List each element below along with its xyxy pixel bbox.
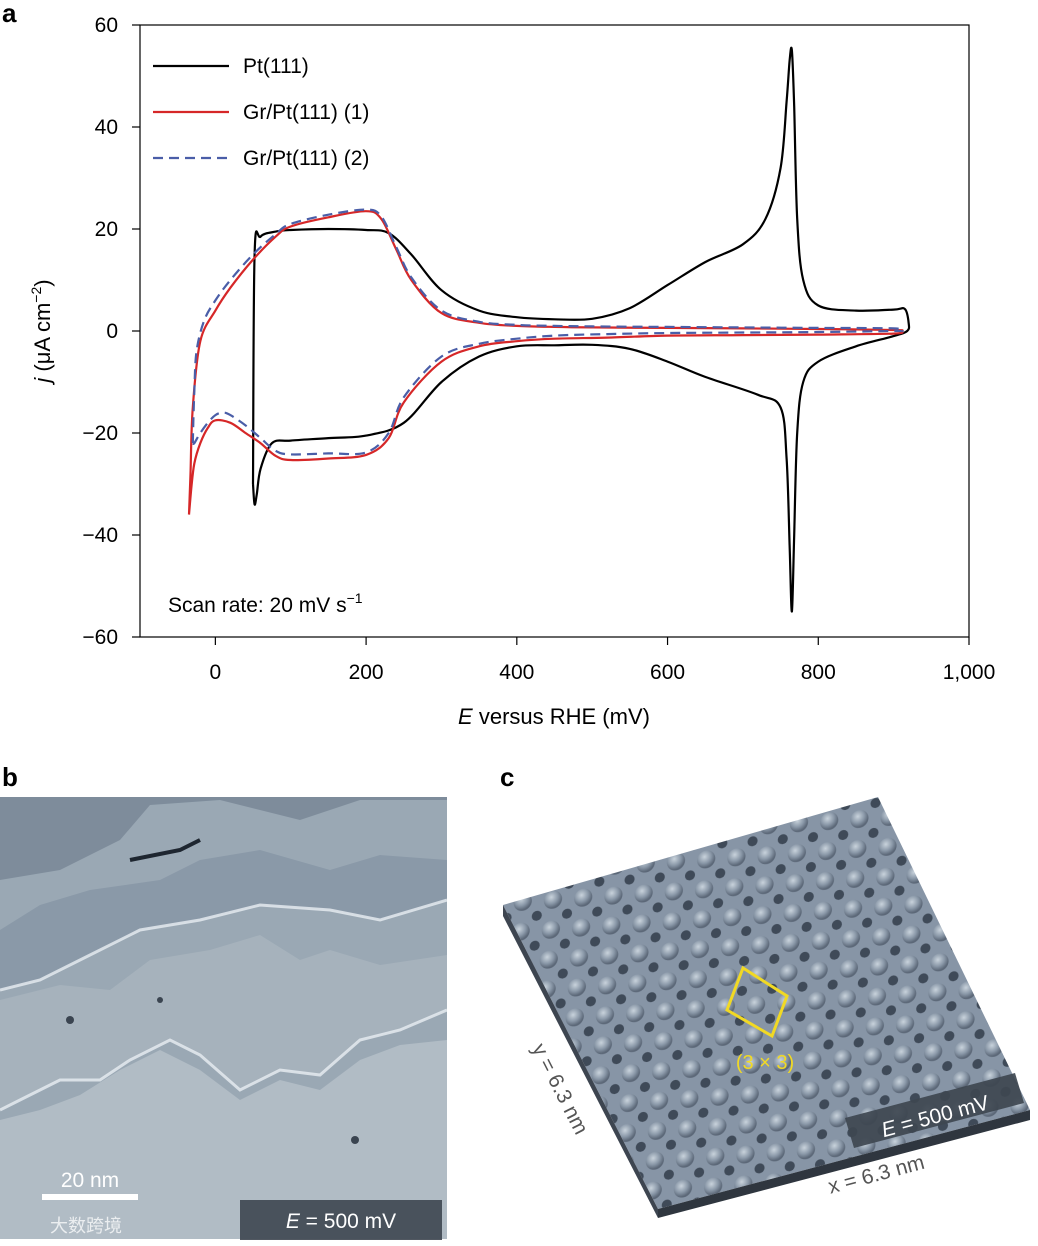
legend-item-gr-pt111-1: Gr/Pt(111) (1) bbox=[153, 101, 369, 124]
y-axis-ticks: 60 40 20 0 −20 −40 −60 bbox=[82, 14, 140, 649]
legend-item-gr-pt111-2: Gr/Pt(111) (2) bbox=[153, 147, 369, 170]
panel-label-c: c bbox=[500, 762, 514, 792]
potential-label-b-bg bbox=[240, 1200, 442, 1240]
series-line-0 bbox=[251, 46, 911, 613]
potential-label-b: E = 500 mV bbox=[286, 1210, 396, 1233]
y-tick-label: 20 bbox=[95, 218, 118, 241]
scan-rate-annotation: Scan rate: 20 mV s−1 bbox=[168, 590, 363, 617]
y-tick-label: 60 bbox=[95, 14, 118, 37]
legend: Pt(111) Gr/Pt(111) (1) Gr/Pt(111) (2) bbox=[153, 55, 369, 170]
x-axis-ticks: 0 200 400 600 800 1,000 bbox=[210, 637, 996, 684]
panel-label-a: a bbox=[2, 0, 17, 28]
legend-item-pt111: Pt(111) bbox=[153, 55, 309, 78]
legend-label: Gr/Pt(111) (1) bbox=[243, 101, 369, 124]
series-layer bbox=[187, 46, 911, 613]
x-tick-label: 400 bbox=[499, 661, 534, 684]
y-tick-label: −60 bbox=[82, 626, 118, 649]
legend-label: Gr/Pt(111) (2) bbox=[243, 147, 369, 170]
potential-label-c-bg bbox=[845, 1073, 1024, 1148]
unit-cell-outline bbox=[725, 965, 789, 1039]
panel-label-b: b bbox=[2, 762, 18, 792]
x-tick-label: 600 bbox=[650, 661, 685, 684]
x-axis-title: E versus RHE (mV) bbox=[458, 704, 650, 729]
y-tick-label: 40 bbox=[95, 116, 118, 139]
y-tick-label: −20 bbox=[82, 422, 118, 445]
y-tick-label: −40 bbox=[82, 524, 118, 547]
x-tick-label: 0 bbox=[210, 661, 222, 684]
watermark: 大数跨境 bbox=[50, 1216, 122, 1237]
stm-image-b bbox=[0, 797, 447, 1239]
legend-label: Pt(111) bbox=[243, 55, 309, 78]
series-line-2 bbox=[191, 208, 904, 456]
stm-surface-3d bbox=[503, 797, 1030, 1218]
y-axis-title: j (μA cm−2) bbox=[28, 279, 55, 385]
unit-cell-label: (3 × 3) bbox=[736, 1052, 794, 1074]
scale-bar-label: 20 nm bbox=[61, 1169, 119, 1192]
x-tick-label: 200 bbox=[349, 661, 384, 684]
scale-bar bbox=[42, 1194, 138, 1200]
y-tick-label: 0 bbox=[106, 320, 118, 343]
x-tick-label: 800 bbox=[801, 661, 836, 684]
x-tick-label: 1,000 bbox=[943, 661, 996, 684]
